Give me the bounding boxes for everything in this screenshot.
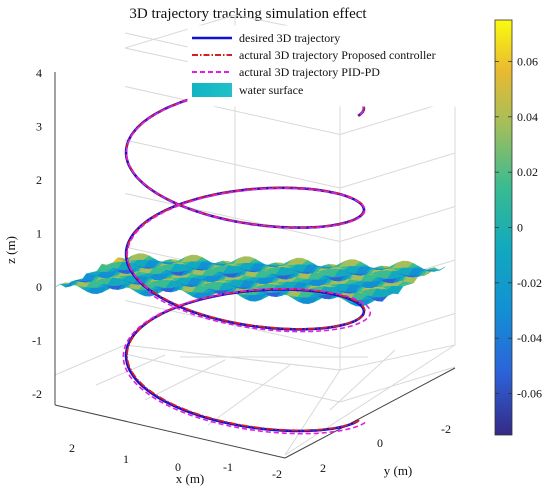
z-tick: -2 [32, 387, 42, 401]
z-tick: -1 [32, 334, 42, 348]
legend-label: actural 3D trajectory Proposed controlle… [239, 48, 436, 62]
y-axis-label: y (m) [384, 463, 413, 478]
y-tick: 0 [377, 436, 383, 450]
colorbar-tick: 0 [517, 221, 523, 235]
trajectory-line-3 [122, 85, 372, 435]
z-tick: 2 [36, 173, 42, 187]
legend-label: water surface [239, 83, 303, 97]
z-tick: 4 [36, 66, 42, 80]
water-surface [54, 253, 446, 307]
colorbar-tick: 0.06 [517, 55, 538, 69]
legend-swatch-water [192, 83, 232, 97]
x-tick: -1 [223, 460, 233, 474]
colorbar: 0.06 0.04 0.02 0 -0.02 -0.04 -0.06 [494, 19, 542, 436]
z-axis-ticks: 4 3 2 1 0 -1 -2 [32, 66, 42, 401]
colorbar-tick: -0.06 [517, 387, 542, 401]
legend-label: actural 3D trajectory PID-PD [239, 65, 380, 79]
colorbar-tick: 0.04 [517, 110, 538, 124]
z-tick: 1 [36, 227, 42, 241]
legend-label: desired 3D trajectory [239, 31, 340, 45]
legend: desired 3D trajectory actural 3D traject… [187, 25, 482, 107]
y-axis-ticks: -2 0 2 [320, 422, 451, 475]
colorbar-tick: -0.04 [517, 331, 542, 345]
x-tick: 2 [69, 441, 75, 455]
x-tick: 1 [123, 452, 129, 466]
y-tick: -2 [441, 422, 451, 436]
colorbar-tick: 0.02 [517, 165, 538, 179]
x-axis-label: x (m) [176, 471, 205, 486]
x-axis-ticks: 2 1 0 -1 -2 [69, 441, 282, 481]
z-axis-label: z (m) [3, 236, 18, 264]
z-tick: 0 [36, 280, 42, 294]
colorbar-tick: -0.02 [517, 276, 542, 290]
z-tick: 3 [36, 120, 42, 134]
x-tick: 0 [175, 460, 181, 474]
y-tick: 2 [320, 461, 326, 475]
x-tick: -2 [272, 467, 282, 481]
chart-title: 3D trajectory tracking simulation effect [129, 6, 367, 22]
